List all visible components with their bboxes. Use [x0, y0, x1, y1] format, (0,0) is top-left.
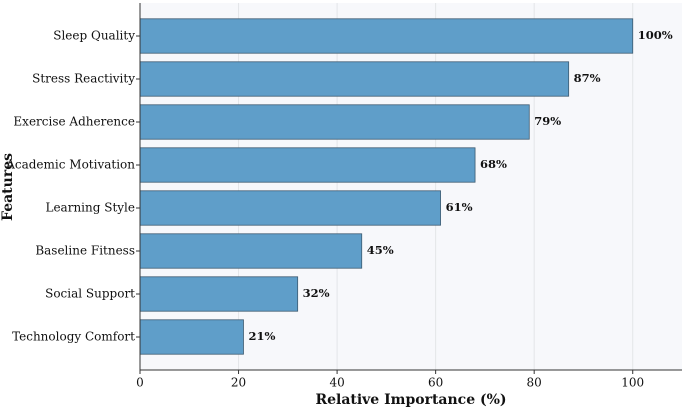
bar	[139, 147, 476, 183]
x-tick-label: 100	[621, 376, 644, 390]
y-tick-label: Technology Comfort	[12, 330, 135, 344]
value-label: 87%	[574, 71, 601, 85]
value-label: 21%	[248, 329, 275, 343]
x-tick-label: 60	[428, 376, 443, 390]
value-label: 61%	[446, 200, 473, 214]
y-tick-label: Sleep Quality	[53, 29, 135, 43]
x-tick-label: 40	[329, 376, 344, 390]
x-tick-label: 20	[231, 376, 246, 390]
y-tick-label: Stress Reactivity	[32, 72, 135, 86]
plot-area	[140, 3, 682, 370]
bar	[139, 61, 570, 97]
x-tick-label: 0	[136, 376, 144, 390]
x-axis-label: Relative Importance (%)	[315, 392, 506, 408]
y-tick-label: Learning Style	[45, 201, 135, 215]
y-tick-label: Academic Motivation	[5, 158, 135, 172]
value-label: 45%	[367, 243, 394, 257]
y-tick-label: Social Support	[45, 287, 135, 301]
bar	[139, 104, 530, 140]
bar	[139, 190, 441, 226]
value-label: 79%	[534, 114, 561, 128]
bar	[139, 319, 244, 355]
y-tick-label: Exercise Adherence	[13, 115, 135, 129]
value-label: 100%	[638, 28, 673, 42]
y-tick-label: Baseline Fitness	[35, 244, 135, 258]
x-tick-label: 80	[527, 376, 542, 390]
value-label: 32%	[303, 286, 330, 300]
y-axis-label: Features	[0, 153, 16, 221]
bar	[139, 18, 634, 54]
bar	[139, 233, 363, 269]
value-label: 68%	[480, 157, 507, 171]
bar	[139, 276, 299, 312]
